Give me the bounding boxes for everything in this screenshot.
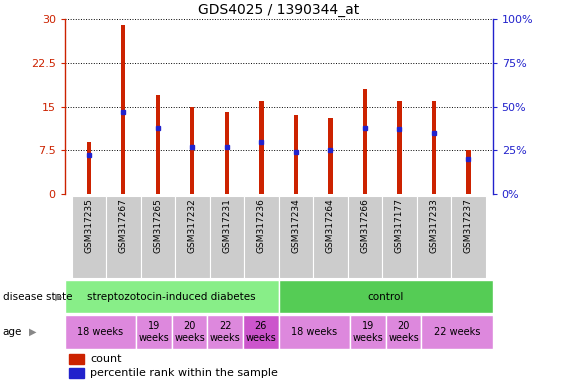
Bar <box>141 196 175 278</box>
Bar <box>190 107 194 194</box>
Bar <box>65 280 279 313</box>
Text: 22
weeks: 22 weeks <box>210 321 240 343</box>
Text: GSM317267: GSM317267 <box>119 198 128 253</box>
Text: GSM317231: GSM317231 <box>222 198 231 253</box>
Text: GSM317264: GSM317264 <box>326 198 335 253</box>
Title: GDS4025 / 1390344_at: GDS4025 / 1390344_at <box>198 3 359 17</box>
Bar <box>243 315 279 349</box>
Bar <box>328 118 333 194</box>
Bar <box>172 315 207 349</box>
Bar <box>397 101 401 194</box>
Bar <box>225 113 229 194</box>
Bar <box>382 196 417 278</box>
Bar <box>348 196 382 278</box>
Bar <box>175 196 209 278</box>
Text: 20
weeks: 20 weeks <box>388 321 419 343</box>
Bar <box>417 196 451 278</box>
Bar <box>207 315 243 349</box>
Text: 20
weeks: 20 weeks <box>174 321 205 343</box>
Text: count: count <box>91 354 122 364</box>
Text: 18 weeks: 18 weeks <box>291 327 337 337</box>
Text: GSM317266: GSM317266 <box>360 198 369 253</box>
Bar <box>244 196 279 278</box>
Bar <box>209 196 244 278</box>
Bar <box>72 196 106 278</box>
Bar <box>279 196 313 278</box>
Text: GSM317265: GSM317265 <box>153 198 162 253</box>
Text: 18 weeks: 18 weeks <box>77 327 123 337</box>
Bar <box>156 95 160 194</box>
Bar <box>279 315 350 349</box>
Text: GSM317235: GSM317235 <box>84 198 93 253</box>
Bar <box>432 101 436 194</box>
Bar <box>87 142 91 194</box>
Bar <box>421 315 493 349</box>
Bar <box>65 315 136 349</box>
Bar <box>451 196 486 278</box>
Text: 22 weeks: 22 weeks <box>434 327 480 337</box>
Text: 19
weeks: 19 weeks <box>352 321 383 343</box>
Bar <box>294 115 298 194</box>
Text: GSM317237: GSM317237 <box>464 198 473 253</box>
Bar <box>122 25 126 194</box>
Text: GSM317233: GSM317233 <box>430 198 439 253</box>
Text: control: control <box>368 291 404 302</box>
Text: disease state: disease state <box>3 291 72 302</box>
Text: 19
weeks: 19 weeks <box>138 321 169 343</box>
Text: percentile rank within the sample: percentile rank within the sample <box>91 368 278 378</box>
Text: GSM317234: GSM317234 <box>292 198 301 253</box>
Bar <box>466 150 471 194</box>
Bar <box>363 89 367 194</box>
Text: 26
weeks: 26 weeks <box>245 321 276 343</box>
Text: GSM317177: GSM317177 <box>395 198 404 253</box>
Bar <box>279 280 493 313</box>
Bar <box>313 196 348 278</box>
Bar <box>136 315 172 349</box>
Text: ▶: ▶ <box>55 291 62 302</box>
Bar <box>106 196 141 278</box>
Text: streptozotocin-induced diabetes: streptozotocin-induced diabetes <box>87 291 256 302</box>
Text: ▶: ▶ <box>29 327 37 337</box>
Bar <box>69 368 84 378</box>
Bar <box>386 315 421 349</box>
Text: GSM317236: GSM317236 <box>257 198 266 253</box>
Text: GSM317232: GSM317232 <box>188 198 197 253</box>
Bar <box>260 101 263 194</box>
Text: age: age <box>3 327 22 337</box>
Bar <box>350 315 386 349</box>
Bar <box>69 354 84 364</box>
